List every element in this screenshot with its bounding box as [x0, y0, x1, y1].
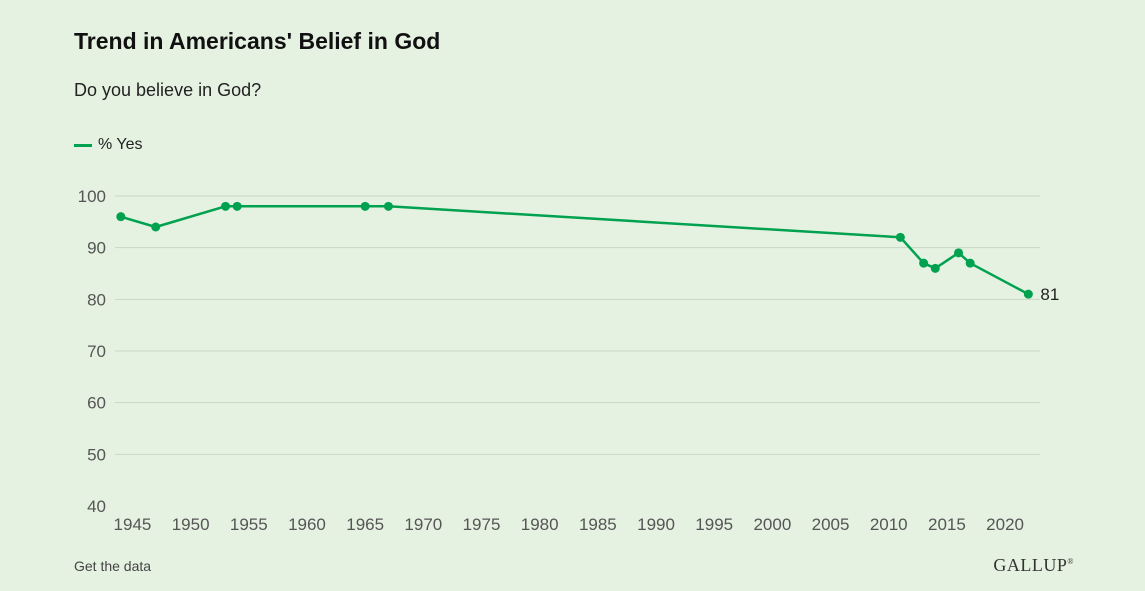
x-tick-label-1980: 1980: [521, 515, 559, 534]
data-point-2022: [1023, 289, 1033, 299]
x-tick-label-2000: 2000: [753, 515, 791, 534]
y-tick-label-40: 40: [87, 497, 106, 516]
x-tick-label-1990: 1990: [637, 515, 675, 534]
x-tick-label-1945: 1945: [114, 515, 152, 534]
x-tick-label-1955: 1955: [230, 515, 268, 534]
get-the-data-link[interactable]: Get the data: [74, 558, 152, 574]
data-point-1953: [221, 201, 231, 211]
data-point-2016: [954, 248, 964, 258]
x-tick-label-1960: 1960: [288, 515, 326, 534]
y-tick-label-50: 50: [87, 445, 106, 464]
data-point-1967: [383, 201, 393, 211]
x-tick-label-1975: 1975: [463, 515, 501, 534]
y-tick-label-100: 100: [78, 187, 106, 206]
gallup-logo: GALLUP®: [993, 555, 1074, 575]
legend-label: % Yes: [98, 136, 143, 153]
data-point-1965: [360, 201, 370, 211]
x-tick-label-1995: 1995: [695, 515, 733, 534]
data-point-2013: [919, 258, 929, 268]
brand-text: GALLUP: [993, 555, 1068, 575]
x-tick-label-1950: 1950: [172, 515, 210, 534]
y-tick-label-60: 60: [87, 394, 106, 413]
legend: % Yes: [74, 136, 142, 154]
data-point-2014: [930, 263, 940, 273]
x-tick-label-1970: 1970: [404, 515, 442, 534]
data-point-2011: [895, 232, 905, 242]
data-point-1947: [151, 222, 161, 232]
end-data-label: 81: [1040, 285, 1059, 304]
x-tick-label-1985: 1985: [579, 515, 617, 534]
chart-title: Trend in Americans' Belief in God: [74, 28, 441, 54]
x-tick-label-2010: 2010: [870, 515, 908, 534]
x-tick-label-2020: 2020: [986, 515, 1024, 534]
y-tick-label-70: 70: [87, 342, 106, 361]
data-point-2017: [965, 258, 975, 268]
x-tick-label-2015: 2015: [928, 515, 966, 534]
y-tick-label-80: 80: [87, 290, 106, 309]
series-line-yes: [119, 205, 1030, 296]
data-point-1954: [232, 201, 242, 211]
x-tick-label-1965: 1965: [346, 515, 384, 534]
chart-subtitle: Do you believe in God?: [74, 80, 262, 100]
y-tick-label-90: 90: [87, 239, 106, 258]
x-tick-label-2005: 2005: [812, 515, 850, 534]
legend-swatch: [74, 143, 92, 147]
data-point-1944: [116, 212, 126, 222]
